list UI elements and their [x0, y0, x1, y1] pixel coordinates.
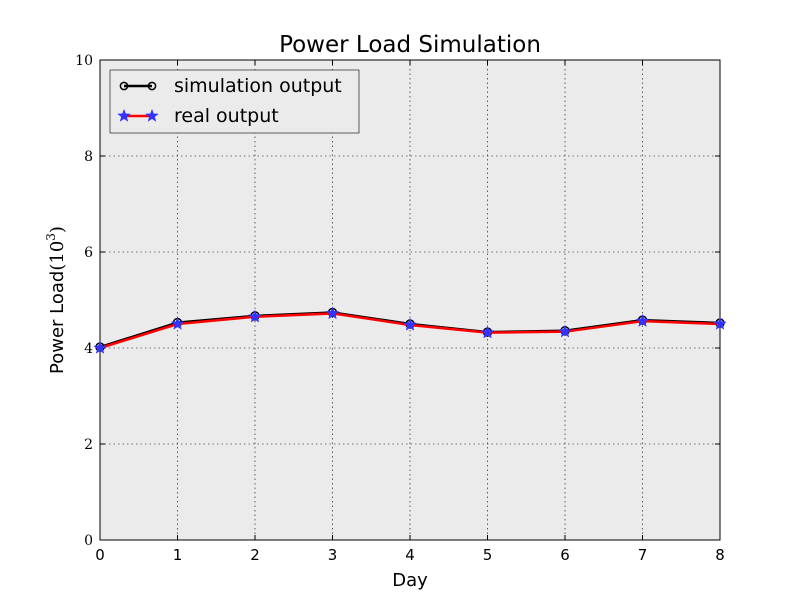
x-tick-label: 2 [250, 546, 260, 564]
legend-star [117, 108, 131, 122]
y-tick-label: 4 [84, 341, 93, 357]
real-output-point [403, 317, 417, 331]
y-axis-label-base: (10 [47, 241, 68, 271]
x-tick-label: 3 [328, 546, 338, 564]
ticks: 0 1 2 3 4 5 6 7 8 0 2 4 6 8 10 [75, 53, 725, 564]
x-tick-label: 0 [95, 546, 105, 564]
legend-real-marker-left [117, 108, 131, 122]
x-tick-label: 6 [560, 546, 570, 564]
x-tick-label: 5 [483, 546, 493, 564]
legend-real-marker-right [145, 108, 159, 122]
series-real-output [93, 306, 727, 354]
chart-title: Power Load Simulation [279, 32, 541, 58]
y-axis-label-close: ) [47, 226, 68, 233]
y-tick-label: 6 [84, 245, 93, 261]
real-output-point [325, 306, 340, 320]
grid [100, 60, 720, 540]
series-layer [93, 306, 727, 354]
real-output-point [635, 313, 650, 327]
x-tick-label: 7 [638, 546, 648, 564]
real-output-point [480, 325, 495, 339]
legend-simulation-marker-right [147, 81, 157, 91]
y-axis-label-exp: 3 [44, 233, 58, 241]
y-axis-label: Power Load(103) [44, 226, 68, 374]
y-tick-label: 8 [84, 149, 93, 165]
legend-real-label: real output [174, 105, 279, 127]
legend-simulation-marker-left [119, 81, 129, 91]
y-tick-label: 0 [84, 533, 93, 549]
y-axis-label-main: Power Load [47, 271, 68, 374]
x-tick-label: 8 [715, 546, 725, 564]
legend-star [145, 108, 159, 122]
legend-box [109, 69, 360, 134]
y-tick-label: 10 [75, 53, 93, 69]
x-tick-label: 4 [405, 546, 415, 564]
x-axis-label: Day [392, 570, 428, 591]
y-tick-label: 2 [84, 437, 93, 453]
legend-simulation-label: simulation output [174, 75, 342, 97]
real-output-point [93, 340, 107, 354]
y-axis-label-group: Power Load(103) [44, 226, 68, 374]
legend: simulation output real output [109, 69, 360, 134]
real-output-point [558, 324, 572, 338]
x-tick-label: 1 [173, 546, 183, 564]
real-output-point [170, 316, 185, 330]
real-output-point [713, 316, 727, 330]
real-output-point [248, 309, 262, 323]
